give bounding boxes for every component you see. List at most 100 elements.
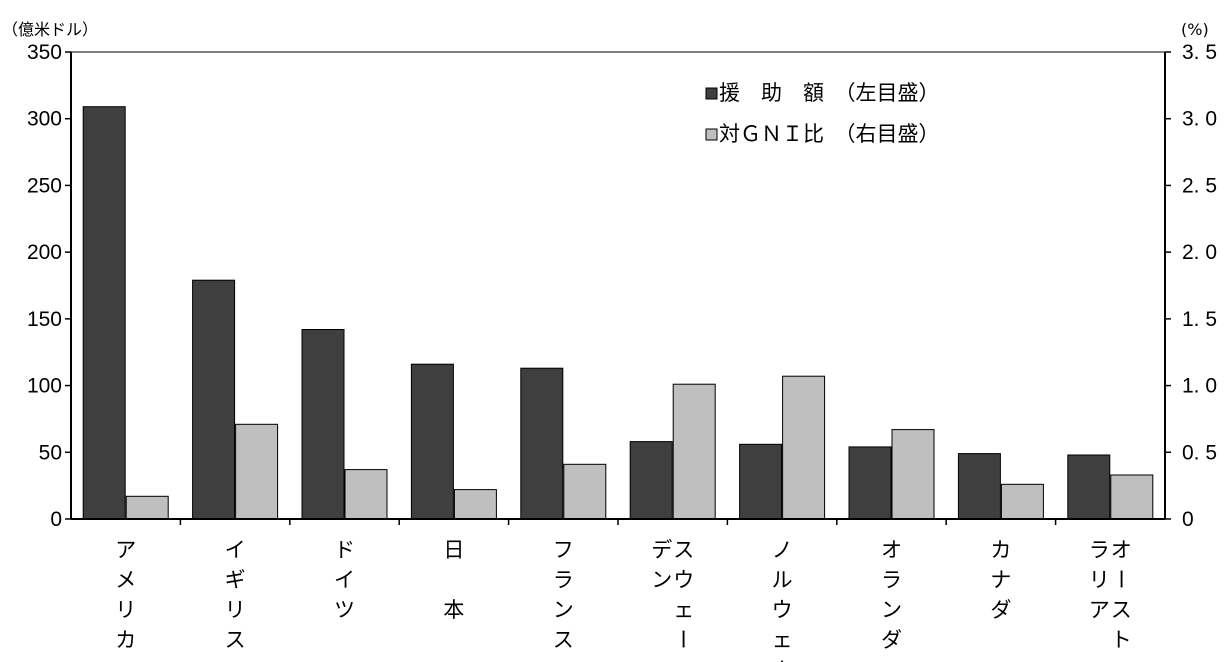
category-label-char: ラ — [881, 568, 902, 592]
legend-label-aid-amount: 援 助 額 （左目盛） — [719, 81, 940, 105]
bar-gni-ratio — [453, 489, 497, 520]
left-axis-unit: （億米ドル） — [2, 20, 98, 39]
category-label: ノルウェー — [769, 538, 793, 662]
right-tick-label: 2. 5 — [1182, 174, 1217, 197]
category-label-char: ン — [881, 598, 902, 622]
category-label-char: ダ — [990, 598, 1011, 622]
category-label-char: ル — [772, 568, 793, 592]
category-label-char: ス — [673, 538, 694, 562]
category-label-char: ェ — [772, 628, 793, 652]
category-label-char: ス — [553, 628, 574, 652]
category-label-char: 日 — [443, 538, 464, 562]
category-label-char: ト — [1111, 628, 1132, 652]
category-label-char: リ — [1089, 568, 1110, 592]
category-label-char: 本 — [443, 598, 464, 622]
left-tick-label: 300 — [27, 108, 62, 131]
left-tick-label: 100 — [27, 375, 62, 398]
category-label-char: ー — [1108, 569, 1132, 590]
category-label-char: カ — [115, 628, 136, 652]
right-tick-label: 1. 5 — [1182, 308, 1217, 331]
legend-label-gni-ratio: 対ＧＮＩ比 （右目盛） — [719, 122, 940, 146]
right-tick-label: 2. 0 — [1182, 241, 1217, 264]
right-tick-label: 0. 5 — [1182, 441, 1217, 464]
left-tick-label: 50 — [39, 441, 62, 464]
bar-aid-amount — [82, 106, 126, 520]
category-label-char: オ — [881, 538, 902, 562]
category-label-char: ラ — [553, 568, 574, 592]
category-label-char: ド — [334, 538, 355, 562]
category-label-char: リ — [115, 598, 136, 622]
category-label-char: イ — [334, 568, 355, 592]
category-label-char: ン — [651, 568, 672, 592]
bar-gni-ratio — [672, 383, 716, 520]
category-label-char: デ — [651, 538, 672, 562]
left-tick-label: 200 — [27, 241, 62, 264]
bar-gni-ratio — [235, 423, 279, 520]
bars-layer — [82, 106, 1154, 520]
category-label-char: ス — [1111, 598, 1132, 622]
bar-aid-amount — [1067, 454, 1111, 520]
bar-gni-ratio — [1000, 483, 1044, 520]
category-label-char: イ — [225, 538, 246, 562]
right-tick-label: 3. 0 — [1182, 108, 1217, 131]
category-label-char — [443, 568, 464, 592]
category-label-char: ダ — [881, 628, 902, 652]
category-label-char: メ — [115, 568, 136, 592]
right-tick-label: 0 — [1182, 508, 1194, 531]
bar-gni-ratio — [344, 469, 388, 520]
category-label-char: ツ — [334, 598, 355, 622]
bar-aid-amount — [957, 453, 1001, 520]
legend: 援 助 額 （左目盛） 対ＧＮＩ比 （右目盛） — [705, 81, 940, 146]
category-label-char: カ — [990, 538, 1011, 562]
legend-swatch-gni-ratio — [705, 128, 718, 141]
bar-gni-ratio — [891, 429, 935, 520]
bar-gni-ratio — [782, 375, 826, 520]
category-label-char: オ — [1111, 538, 1132, 562]
category-label-char: ラ — [1089, 538, 1110, 562]
category-label-char: ナ — [990, 568, 1011, 592]
left-tick-label: 250 — [27, 174, 62, 197]
right-tick-label: 1. 0 — [1182, 375, 1217, 398]
bar-aid-amount — [192, 279, 236, 520]
category-label-char: リ — [225, 598, 246, 622]
category-label-char: ノ — [772, 538, 793, 562]
right-axis-unit: (%) — [1181, 20, 1209, 39]
bar-aid-amount — [848, 446, 892, 520]
category-label-char: ギ — [225, 568, 246, 592]
bar-aid-amount — [410, 363, 454, 520]
bar-gni-ratio — [563, 463, 607, 520]
right-tick-label: 3. 5 — [1182, 41, 1217, 64]
category-label: ドイツ — [334, 538, 355, 622]
category-label-char: ー — [671, 629, 695, 650]
category-label-char: ア — [115, 538, 136, 562]
left-tick-label: 350 — [27, 41, 62, 64]
bar-gni-ratio — [125, 495, 169, 520]
category-label-char: ウ — [772, 598, 793, 622]
category-label-char: ー — [769, 659, 793, 662]
bar-aid-amount — [520, 367, 564, 520]
left-tick-label: 150 — [27, 308, 62, 331]
category-label-char: ェ — [673, 598, 694, 622]
category-label: カナダ — [990, 538, 1011, 622]
left-tick-label: 0 — [50, 508, 62, 531]
category-label-char: ア — [1089, 598, 1110, 622]
category-label-char: フ — [553, 538, 574, 562]
bar-aid-amount — [301, 329, 345, 520]
bar-gni-ratio — [1110, 474, 1154, 520]
category-label-char: ン — [553, 598, 574, 622]
category-label-char: ス — [225, 628, 246, 652]
bar-aid-amount — [739, 443, 783, 520]
bar-aid-amount — [629, 441, 673, 520]
category-label: 日 本 — [443, 538, 464, 622]
ticks-layer: 0 0 50 0. 5 100 1. 0 150 1. 5 200 2. 0 250 2. 5 300 3… — [27, 41, 1217, 531]
category-label-char: ウ — [673, 568, 694, 592]
legend-swatch-aid-amount — [705, 87, 718, 100]
